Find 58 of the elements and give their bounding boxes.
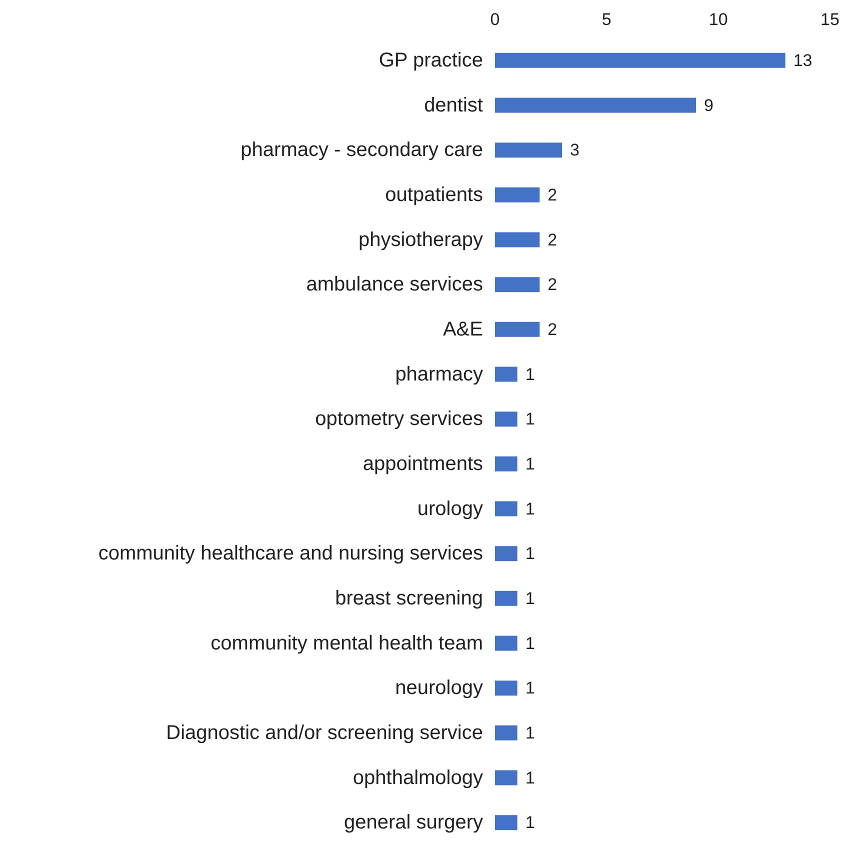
bar bbox=[495, 680, 518, 696]
data-label: 1 bbox=[525, 454, 535, 474]
bar bbox=[495, 546, 518, 562]
data-label: 1 bbox=[525, 634, 535, 653]
y-tick-label: pharmacy - secondary care bbox=[240, 139, 483, 162]
data-label: 1 bbox=[525, 723, 535, 742]
y-tick-label: A&E bbox=[442, 318, 483, 340]
data-label: 2 bbox=[548, 230, 558, 250]
bar bbox=[495, 770, 518, 786]
x-tick-label: 10 bbox=[708, 10, 728, 29]
y-tick-label: optometry services bbox=[315, 408, 483, 430]
y-tick-label: community mental health team bbox=[210, 632, 483, 654]
bar bbox=[495, 815, 518, 830]
data-label: 1 bbox=[525, 499, 535, 518]
bar bbox=[495, 52, 786, 68]
data-label: 2 bbox=[548, 320, 558, 339]
y-tick-label: general surgery bbox=[344, 812, 483, 834]
data-label: 2 bbox=[548, 185, 558, 204]
x-tick-label: 0 bbox=[490, 10, 500, 29]
bar bbox=[495, 98, 696, 113]
y-tick-label: ambulance services bbox=[306, 274, 483, 296]
bar bbox=[495, 501, 518, 516]
y-tick-label: physiotherapy bbox=[358, 228, 483, 251]
data-label: 1 bbox=[525, 544, 535, 564]
y-tick-label: GP practice bbox=[378, 49, 483, 72]
data-label: 3 bbox=[570, 140, 580, 160]
data-label: 1 bbox=[525, 364, 535, 384]
data-label: 1 bbox=[525, 813, 535, 832]
bar bbox=[495, 412, 518, 427]
y-tick-label: urology bbox=[417, 498, 483, 520]
bar bbox=[495, 142, 562, 158]
bar bbox=[495, 277, 540, 292]
y-tick-label: dentist bbox=[424, 94, 484, 116]
y-tick-label: ophthalmology bbox=[352, 766, 483, 789]
y-tick-label: outpatients bbox=[385, 184, 483, 206]
bar bbox=[495, 232, 540, 248]
data-label: 1 bbox=[525, 410, 535, 429]
y-tick-label: appointments bbox=[362, 452, 483, 475]
bar bbox=[495, 456, 518, 472]
data-label: 1 bbox=[525, 768, 535, 788]
data-label: 13 bbox=[793, 50, 812, 70]
bar bbox=[495, 725, 518, 740]
y-tick-label: breast screening bbox=[335, 587, 483, 610]
x-tick-label: 15 bbox=[820, 10, 840, 29]
data-label: 9 bbox=[704, 96, 714, 115]
y-tick-label: neurology bbox=[395, 677, 483, 700]
data-label: 1 bbox=[525, 588, 535, 608]
x-tick-label: 5 bbox=[602, 10, 612, 29]
bar bbox=[495, 366, 518, 382]
bar bbox=[495, 322, 540, 337]
data-label: 1 bbox=[525, 678, 535, 698]
y-tick-label: community healthcare and nursing services bbox=[98, 542, 483, 565]
y-tick-label: Diagnostic and/or screening service bbox=[166, 722, 483, 744]
bar bbox=[495, 187, 540, 202]
y-tick-label: pharmacy bbox=[395, 363, 483, 386]
bar bbox=[495, 636, 518, 651]
data-label: 2 bbox=[548, 275, 558, 294]
bar bbox=[495, 590, 518, 606]
